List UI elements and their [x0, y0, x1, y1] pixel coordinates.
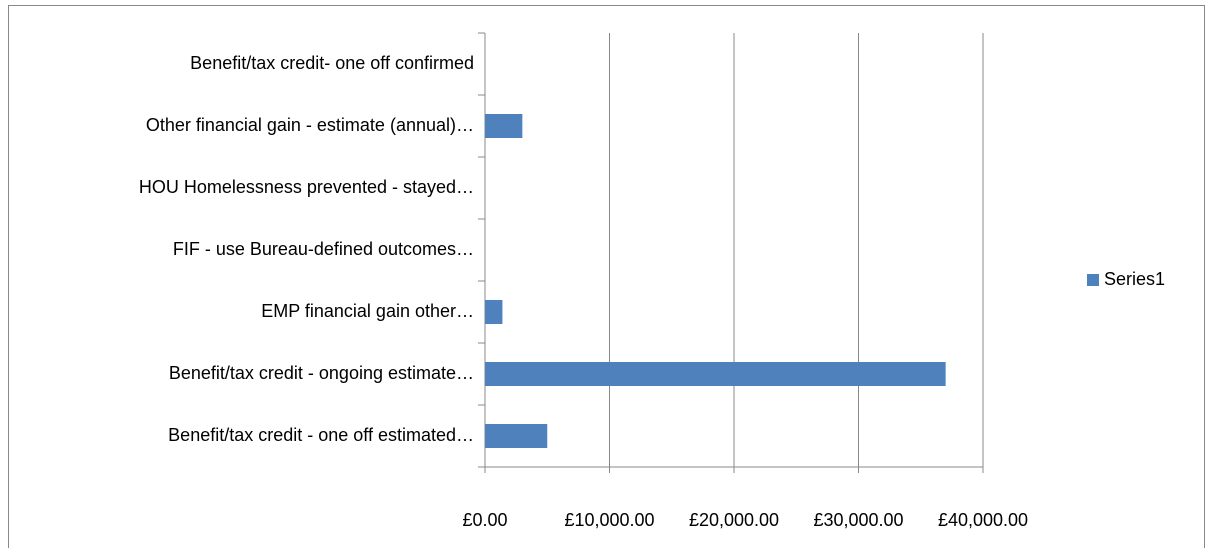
y-tick-label: FIF - use Bureau-defined outcomes… [173, 239, 474, 259]
x-tick-label: £30,000.00 [813, 510, 903, 530]
y-tick-label: EMP financial gain other… [261, 301, 474, 321]
legend-label: Series1 [1104, 269, 1165, 289]
bar [485, 362, 946, 386]
x-tick-label: £40,000.00 [938, 510, 1028, 530]
legend-swatch [1087, 274, 1099, 286]
y-tick-label: Benefit/tax credit - one off estimated… [168, 425, 474, 445]
y-tick-label: Benefit/tax credit- one off confirmed [190, 53, 474, 73]
x-tick-label: £20,000.00 [689, 510, 779, 530]
y-tick-label: Other financial gain - estimate (annual)… [146, 115, 474, 135]
chart-border [8, 5, 1205, 553]
y-tick-label: HOU Homelessness prevented - stayed… [139, 177, 474, 197]
bar [485, 300, 503, 324]
x-tick-label: £10,000.00 [564, 510, 654, 530]
x-tick-label: £0.00 [462, 510, 507, 530]
y-tick-label: Benefit/tax credit - ongoing estimate… [169, 363, 474, 383]
bar [485, 114, 523, 138]
bar [485, 424, 548, 448]
